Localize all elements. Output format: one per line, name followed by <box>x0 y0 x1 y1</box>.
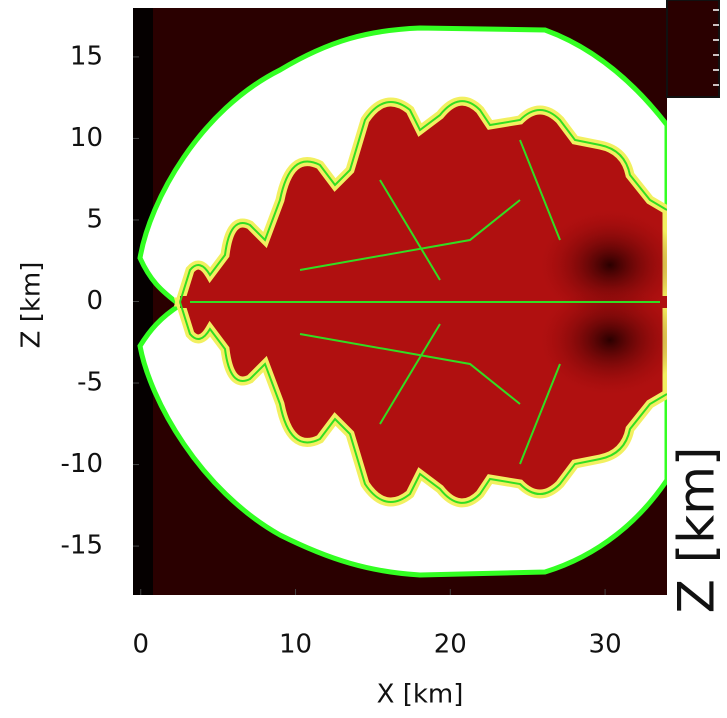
inset-ticks <box>713 9 719 86</box>
plot-area <box>133 8 667 595</box>
dark-core <box>540 285 667 395</box>
background-edge <box>133 8 153 595</box>
contour <box>179 301 667 504</box>
flame-front <box>173 96 667 508</box>
y-tick-label: 10 <box>70 123 103 153</box>
y-tick-label: 0 <box>86 286 103 316</box>
y-axis-label: Z [km] <box>17 262 47 349</box>
y-tick-label: -15 <box>61 531 103 561</box>
y-tick-label: 15 <box>70 41 103 71</box>
y-tick-label: 5 <box>86 204 103 234</box>
overlay-strip <box>667 97 727 718</box>
contour <box>179 100 667 303</box>
contour <box>190 139 660 465</box>
x-axis-label: X [km] <box>377 680 464 710</box>
x-tick-label: 30 <box>589 630 622 660</box>
y-tick-label: -10 <box>61 449 103 479</box>
inset-box <box>666 0 720 98</box>
side-label: Z [km] <box>668 447 726 614</box>
y-tick-label: -5 <box>77 368 103 398</box>
x-tick-label: 10 <box>279 630 312 660</box>
x-tick-label: 20 <box>434 630 467 660</box>
x-tick-label: 0 <box>132 630 149 660</box>
